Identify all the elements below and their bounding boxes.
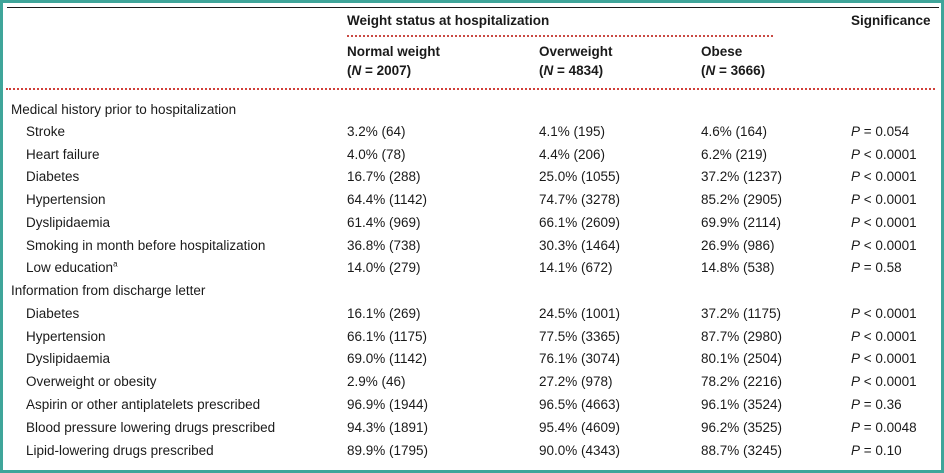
footnote-marker: a — [113, 259, 118, 269]
cell-p-value: P < 0.0001 — [851, 238, 917, 253]
header-divider — [6, 88, 935, 90]
row-label: Overweight or obesity — [26, 374, 157, 389]
cell-overweight: 14.1% (672) — [539, 260, 613, 275]
cell-p-value: P < 0.0001 — [851, 374, 917, 389]
cell-obese: 69.9% (2114) — [701, 215, 782, 230]
cell-obese: 87.7% (2980) — [701, 329, 783, 344]
cell-overweight: 66.1% (2609) — [539, 215, 621, 230]
cell-overweight: 27.2% (978) — [539, 374, 613, 389]
cell-obese: 37.2% (1237) — [701, 169, 783, 184]
row-label: Diabetes — [26, 169, 80, 184]
cell-overweight: 4.1% (195) — [539, 124, 606, 139]
cell-p-value: P < 0.0001 — [851, 329, 917, 344]
row-label: Hypertension — [26, 192, 106, 207]
cell-obese: 26.9% (986) — [701, 238, 775, 253]
cell-obese: 4.6% (164) — [701, 124, 768, 139]
cell-overweight: 30.3% (1464) — [539, 238, 621, 253]
cell-obese: 80.1% (2504) — [701, 351, 783, 366]
row-label: Aspirin or other antiplatelets prescribe… — [26, 397, 261, 412]
cell-overweight: 96.5% (4663) — [539, 397, 621, 412]
cell-p-value: P < 0.0001 — [851, 192, 917, 207]
cell-obese: 6.2% (219) — [701, 147, 768, 162]
col-normal-weight: Normal weight — [347, 44, 441, 59]
row-label: Dyslipidaemia — [26, 215, 111, 230]
row-label: Low educationa — [26, 260, 118, 276]
cell-obese: 96.2% (3525) — [701, 420, 783, 435]
group-title: Weight status at hospitalization — [347, 13, 550, 28]
cell-p-value: P = 0.58 — [851, 260, 902, 275]
cell-normal: 4.0% (78) — [347, 147, 406, 162]
row-label: Blood pressure lowering drugs prescribed — [26, 420, 276, 435]
cell-normal: 16.7% (288) — [347, 169, 421, 184]
cell-p-value: P < 0.0001 — [851, 306, 917, 321]
row-label-text: Low education — [26, 260, 114, 275]
cell-p-value: P < 0.0001 — [851, 147, 917, 162]
cell-overweight: 77.5% (3365) — [539, 329, 621, 344]
cell-obese: 78.2% (2216) — [701, 374, 783, 389]
cell-overweight: 95.4% (4609) — [539, 420, 621, 435]
cell-obese: 88.7% (3245) — [701, 443, 783, 458]
cell-overweight: 24.5% (1001) — [539, 306, 621, 321]
cell-p-value: P = 0.36 — [851, 397, 902, 412]
cell-normal: 61.4% (969) — [347, 215, 421, 230]
cell-overweight: 25.0% (1055) — [539, 169, 621, 184]
cell-p-value: P = 0.10 — [851, 443, 902, 458]
cell-normal: 36.8% (738) — [347, 238, 421, 253]
cell-p-value: P = 0.054 — [851, 124, 910, 139]
cell-normal: 2.9% (46) — [347, 374, 406, 389]
col-normal-weight-n: (N = 2007) — [347, 63, 412, 78]
cell-normal: 89.9% (1795) — [347, 443, 429, 458]
cell-p-value: P < 0.0001 — [851, 169, 917, 184]
col-overweight: Overweight — [539, 44, 613, 59]
cell-normal: 66.1% (1175) — [347, 329, 428, 344]
row-label: Smoking in month before hospitalization — [26, 238, 266, 253]
cell-p-value: P < 0.0001 — [851, 215, 917, 230]
row-label: Hypertension — [26, 329, 106, 344]
cell-normal: 64.4% (1142) — [347, 192, 428, 207]
row-label: Lipid-lowering drugs prescribed — [26, 443, 214, 458]
significance-header: Significance — [851, 13, 931, 28]
col-overweight-n: (N = 4834) — [539, 63, 604, 78]
cell-obese: 85.2% (2905) — [701, 192, 783, 207]
cell-overweight: 90.0% (4343) — [539, 443, 621, 458]
cell-overweight: 4.4% (206) — [539, 147, 606, 162]
cell-normal: 96.9% (1944) — [347, 397, 429, 412]
cell-p-value: P < 0.0001 — [851, 351, 917, 366]
cell-overweight: 76.1% (3074) — [539, 351, 621, 366]
section-title: Information from discharge letter — [11, 283, 206, 298]
cell-obese: 96.1% (3524) — [701, 397, 783, 412]
cell-normal: 69.0% (1142) — [347, 351, 428, 366]
cell-normal: 3.2% (64) — [347, 124, 406, 139]
cell-obese: 14.8% (538) — [701, 260, 775, 275]
row-label: Heart failure — [26, 147, 100, 162]
top-rule — [7, 7, 939, 8]
row-label: Stroke — [26, 124, 66, 139]
col-obese-n: (N = 3666) — [701, 63, 766, 78]
group-divider — [347, 35, 773, 37]
col-obese: Obese — [701, 44, 743, 59]
cell-normal: 16.1% (269) — [347, 306, 421, 321]
cell-obese: 37.2% (1175) — [701, 306, 782, 321]
row-label: Dyslipidaemia — [26, 351, 111, 366]
row-label: Diabetes — [26, 306, 80, 321]
cell-p-value: P = 0.0048 — [851, 420, 917, 435]
cell-normal: 14.0% (279) — [347, 260, 421, 275]
cell-overweight: 74.7% (3278) — [539, 192, 621, 207]
section-title: Medical history prior to hospitalization — [11, 102, 237, 117]
cell-normal: 94.3% (1891) — [347, 420, 429, 435]
